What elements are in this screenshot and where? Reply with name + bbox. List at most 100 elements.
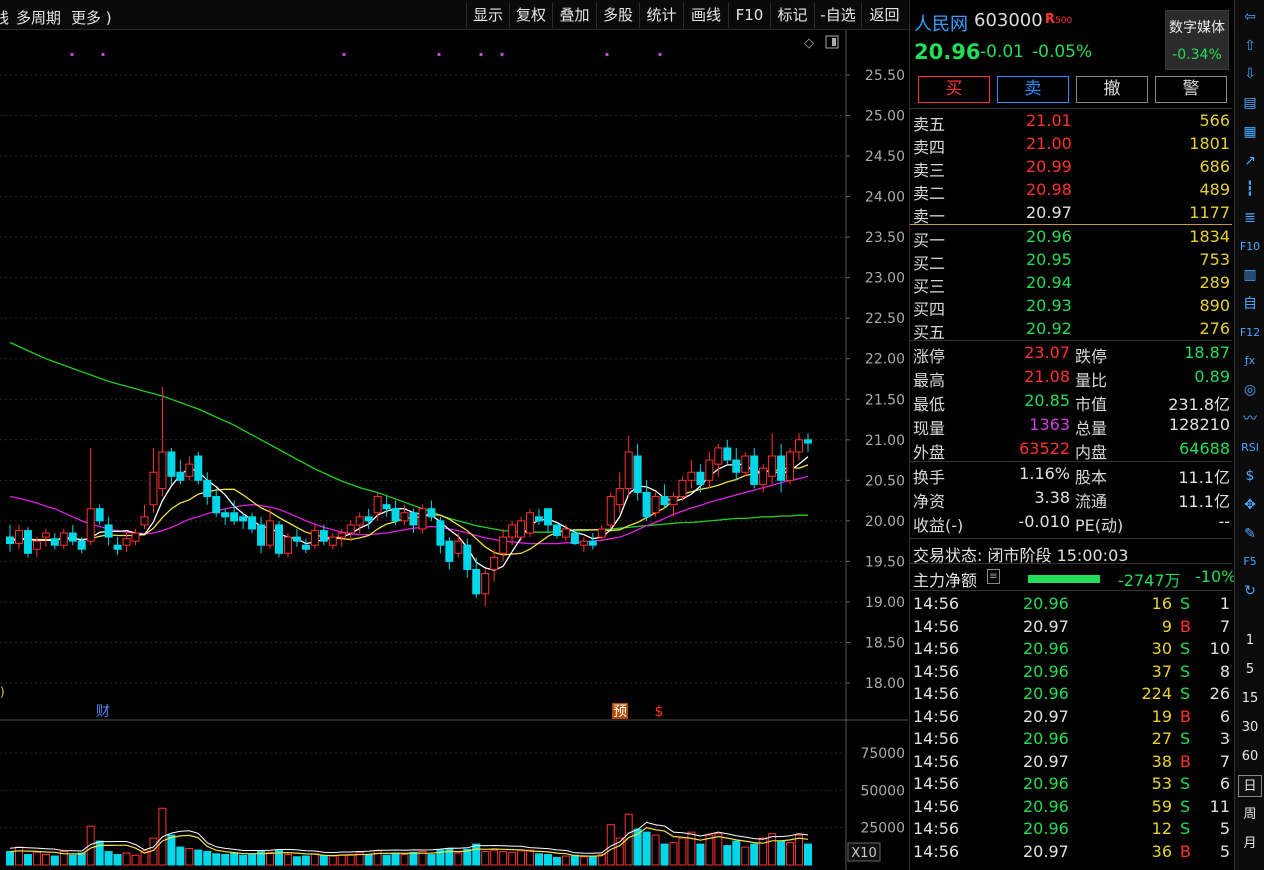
tick-time: 14:56 bbox=[913, 616, 960, 636]
toolbar-show-button[interactable]: 显示 bbox=[466, 3, 509, 28]
stat-row: 净资 3.38 流通 11.1亿 bbox=[910, 486, 1232, 511]
toolbar-multi-stock-button[interactable]: 多股 bbox=[596, 3, 639, 28]
sector-box[interactable]: 数字媒体 -0.34% bbox=[1165, 10, 1229, 70]
toolbar-self-select-button[interactable]: -自选 bbox=[814, 3, 861, 28]
tick-time: 14:56 bbox=[913, 841, 960, 861]
buy-button[interactable]: 买 bbox=[918, 76, 990, 103]
window-icon[interactable] bbox=[825, 35, 839, 49]
event-marker[interactable]: $ bbox=[655, 704, 664, 720]
f12-icon[interactable]: F12 bbox=[1239, 325, 1261, 339]
period-6[interactable]: 日 bbox=[1238, 775, 1262, 797]
candle-body bbox=[176, 471, 185, 481]
rsi-icon[interactable]: RSI bbox=[1241, 440, 1259, 454]
toolbar-back-button[interactable]: 返回 bbox=[861, 3, 907, 28]
ask-row[interactable]: 卖一 20.97 1177 bbox=[910, 201, 1232, 226]
self-select-icon[interactable]: 自 bbox=[1243, 296, 1257, 312]
detail-icon[interactable]: ≡ bbox=[987, 569, 1000, 584]
formula-icon[interactable]: ƒx bbox=[1244, 354, 1256, 368]
price-tick-label: 18.50 bbox=[865, 635, 905, 651]
arrow-up-icon[interactable]: ⇧ bbox=[1244, 37, 1256, 54]
toolbar-item-line[interactable]: 线 bbox=[0, 9, 10, 27]
period-2[interactable]: 5 bbox=[1245, 662, 1255, 677]
event-marker[interactable]: 预 bbox=[613, 704, 627, 720]
wave-icon[interactable]: 〰 bbox=[1243, 410, 1257, 427]
ask-row[interactable]: 卖三 20.99 686 bbox=[910, 155, 1232, 180]
pen-icon[interactable]: ✎ bbox=[1244, 525, 1256, 542]
stat-label: 流通 bbox=[1075, 492, 1108, 511]
ask-row[interactable]: 卖二 20.98 489 bbox=[910, 178, 1232, 203]
volume-bar bbox=[463, 848, 472, 866]
candle-body bbox=[113, 544, 122, 550]
bid-row[interactable]: 买四 20.93 890 bbox=[910, 294, 1232, 319]
candle-body bbox=[400, 512, 409, 522]
diamond-icon[interactable]: ◇ bbox=[804, 36, 814, 51]
dollar-icon[interactable]: $ bbox=[1245, 468, 1255, 485]
period-7[interactable]: 周 bbox=[1243, 807, 1257, 822]
toolbar-adjust-button[interactable]: 复权 bbox=[509, 3, 552, 28]
price-tick-label: 22.00 bbox=[865, 352, 905, 368]
toolbar-overlay-button[interactable]: 叠加 bbox=[552, 3, 596, 28]
sell-button[interactable]: 卖 bbox=[997, 76, 1069, 103]
candle-body bbox=[624, 451, 633, 489]
toolbar-mark-button[interactable]: 标记 bbox=[770, 3, 814, 28]
volume-bar bbox=[23, 854, 32, 866]
bid-row[interactable]: 买二 20.95 753 bbox=[910, 248, 1232, 273]
volume-bar bbox=[732, 840, 741, 866]
candle-body bbox=[382, 504, 391, 510]
period-1[interactable]: 1 bbox=[1245, 633, 1255, 648]
event-marker[interactable]: 财 bbox=[96, 704, 110, 720]
cancel-order-button[interactable]: 撤 bbox=[1076, 76, 1148, 103]
main-force-value: -2747万 bbox=[1118, 571, 1181, 590]
volume-bar bbox=[328, 855, 337, 866]
tick-volume: 59 bbox=[1151, 796, 1172, 816]
circle-icon[interactable]: ◎ bbox=[1243, 382, 1257, 399]
line-chart-icon[interactable]: ↗ bbox=[1244, 152, 1256, 169]
toolbar-item-multi-period[interactable]: 多周期 bbox=[16, 9, 62, 27]
ask-row[interactable]: 卖五 21.01 566 bbox=[910, 109, 1232, 134]
arrow-left-icon[interactable]: ⇦ bbox=[1244, 9, 1256, 25]
volume-bar bbox=[301, 855, 310, 866]
volume-bar bbox=[678, 837, 687, 866]
candle-body bbox=[543, 508, 552, 526]
refresh-icon[interactable]: ↻ bbox=[1244, 583, 1256, 599]
x10-box[interactable] bbox=[847, 842, 881, 862]
arrow-down-icon[interactable]: ⇩ bbox=[1244, 66, 1256, 83]
tick-price: 20.96 bbox=[1023, 729, 1069, 748]
bid-row[interactable]: 买一 20.96 1834 bbox=[910, 225, 1232, 250]
report-icon[interactable]: ▤ bbox=[1243, 95, 1257, 112]
tick-side: B bbox=[1180, 841, 1191, 861]
divider bbox=[910, 461, 1232, 462]
toolbar-item-more[interactable]: 更多 ) bbox=[71, 9, 112, 27]
move-icon[interactable]: ✥ bbox=[1244, 496, 1256, 513]
candle-body bbox=[705, 459, 714, 481]
tick-volume: 38 bbox=[1151, 751, 1172, 771]
toolbar-f10-button[interactable]: F10 bbox=[728, 3, 770, 28]
ask-row[interactable]: 卖四 21.00 1801 bbox=[910, 132, 1232, 157]
period-5[interactable]: 60 bbox=[1241, 749, 1259, 764]
bid-row[interactable]: 买五 20.92 276 bbox=[910, 317, 1232, 342]
volume-bar bbox=[104, 851, 113, 866]
period-4[interactable]: 30 bbox=[1241, 720, 1259, 735]
grid-icon[interactable]: ▦ bbox=[1243, 123, 1257, 140]
bid-row[interactable]: 买三 20.94 289 bbox=[910, 271, 1232, 296]
period-8[interactable]: 月 bbox=[1243, 836, 1257, 851]
candle-body bbox=[104, 524, 113, 538]
notes-icon[interactable]: ▥ bbox=[1243, 267, 1257, 284]
volume-bar bbox=[113, 854, 122, 866]
kline-icon[interactable]: ┇ bbox=[1245, 181, 1255, 198]
volume-bar bbox=[777, 840, 786, 866]
candle-body bbox=[795, 439, 804, 453]
alert-button[interactable]: 警 bbox=[1155, 76, 1227, 103]
toolbar-stats-button[interactable]: 统计 bbox=[639, 3, 683, 28]
signal-dot bbox=[437, 53, 441, 56]
ask-volume: 1177 bbox=[1189, 203, 1230, 222]
volume-bar bbox=[418, 851, 427, 866]
period-3[interactable]: 15 bbox=[1241, 691, 1259, 706]
f5-icon[interactable]: F5 bbox=[1243, 555, 1257, 569]
toolbar-draw-button[interactable]: 画线 bbox=[683, 3, 728, 28]
list-icon[interactable]: ≣ bbox=[1244, 209, 1256, 226]
kline-chart[interactable]: 25.50 25.00 24.50 24.00 23.50 23.00 22.50 22.00… bbox=[0, 30, 908, 870]
ask-price: 20.98 bbox=[1026, 180, 1072, 199]
f10-icon[interactable]: F10 bbox=[1239, 239, 1261, 253]
tick-volume: 224 bbox=[1141, 684, 1172, 703]
